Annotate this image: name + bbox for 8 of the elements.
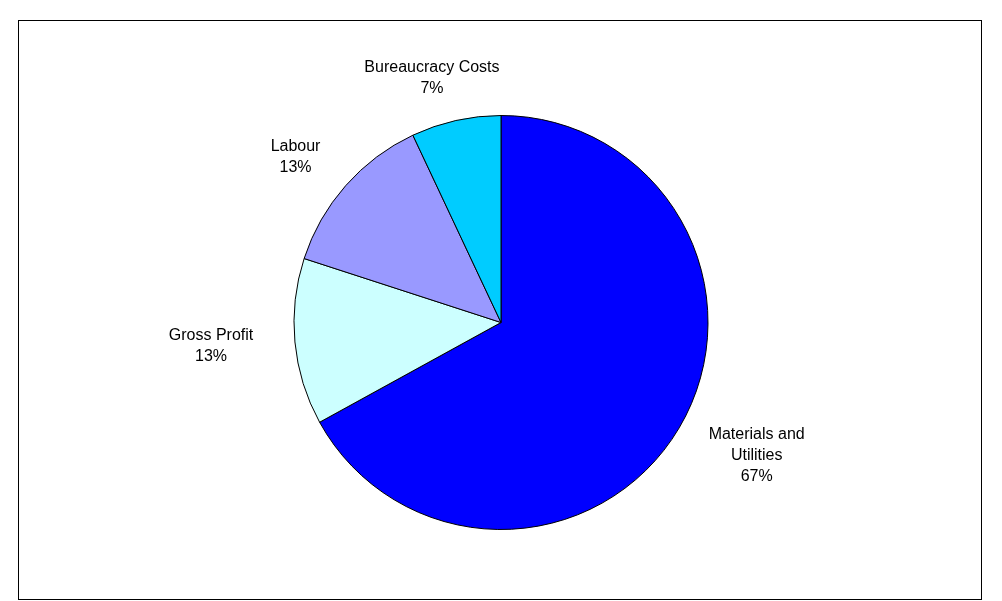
slice-label: Gross Profit bbox=[168, 325, 254, 343]
slice-label: Labour bbox=[270, 137, 322, 155]
slice-label: Bureaucracy Costs bbox=[364, 58, 500, 76]
slice-label: Materials and Utilities bbox=[708, 424, 805, 463]
data-label: 67% bbox=[740, 466, 773, 484]
data-label: 13% bbox=[195, 346, 228, 364]
data-label: 7% bbox=[420, 79, 444, 97]
data-label: 13% bbox=[279, 158, 312, 176]
